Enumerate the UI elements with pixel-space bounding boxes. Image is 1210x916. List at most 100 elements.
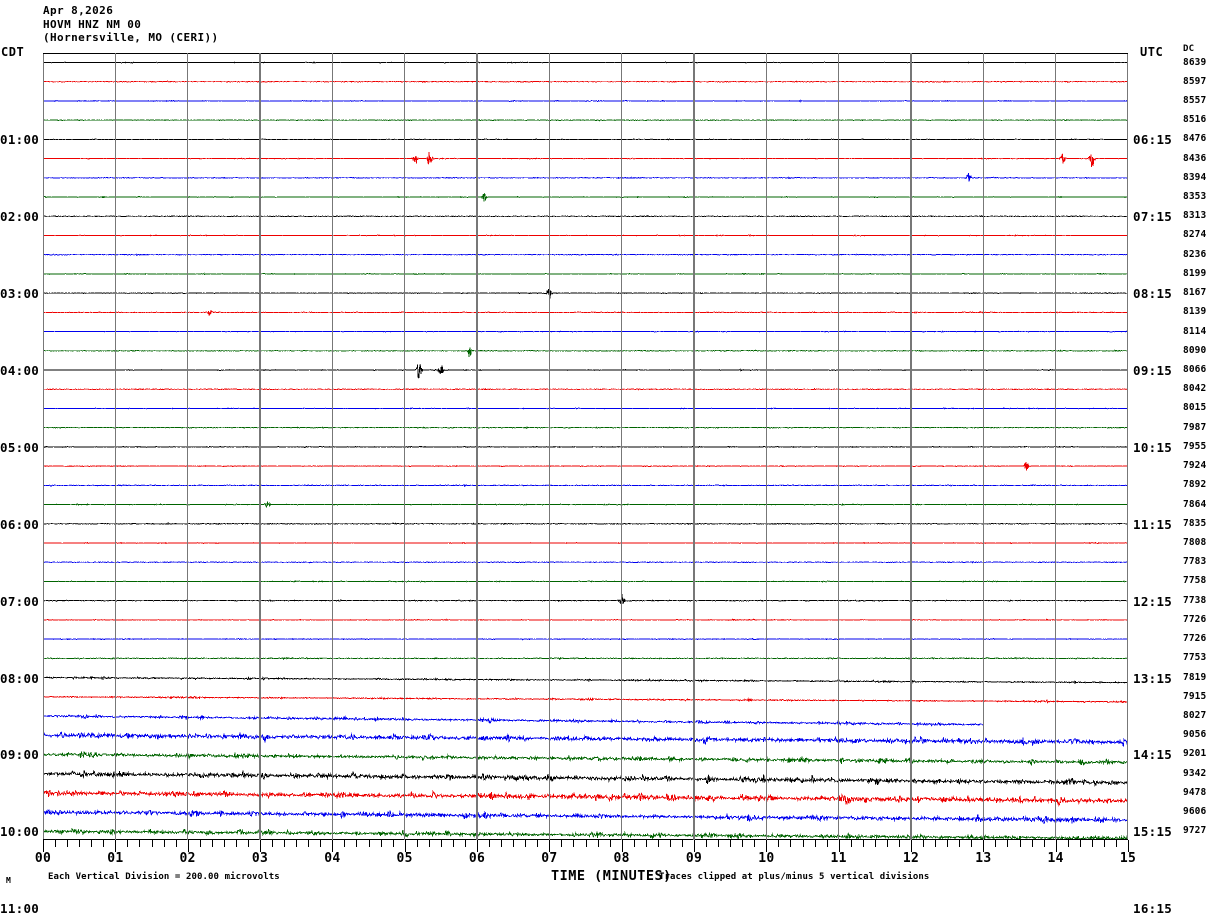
xtick-minor (356, 840, 357, 847)
xtick-minor (658, 840, 659, 847)
gridline-minute-11 (837, 53, 840, 840)
xtick-minor (875, 840, 876, 847)
cdt-time-label-0800: 08:00 (0, 670, 40, 686)
dc-value: 8274 (1183, 229, 1207, 241)
cdt-time-label-0600: 06:00 (0, 516, 40, 532)
xtick-minor (923, 840, 924, 847)
xtick-minor (224, 840, 225, 847)
dc-value: 8436 (1183, 152, 1207, 164)
xtick-minor (344, 840, 345, 847)
xtick-minor (200, 840, 201, 847)
plot-frame (43, 53, 1128, 840)
trace-0300-black (43, 289, 1128, 299)
utc-time-label-1515: 15:15 (1133, 824, 1173, 840)
trace-0545-green (43, 501, 1128, 508)
xtick-major-04 (332, 840, 333, 852)
xtick-minor (79, 840, 80, 847)
dc-value: 9342 (1183, 767, 1207, 779)
dc-value: 7758 (1183, 575, 1207, 587)
xtick-minor (369, 840, 370, 847)
x-axis-ticks (43, 840, 1129, 852)
xtick-minor (429, 840, 430, 847)
xtick-minor (236, 840, 237, 847)
trace-0200-black (43, 214, 1128, 218)
xtick-minor (176, 840, 177, 847)
dc-value: 9606 (1183, 806, 1207, 818)
xtick-minor (827, 840, 828, 847)
trace-0700-black (43, 593, 1128, 605)
xtick-minor (1080, 840, 1081, 847)
xtick-minor (489, 840, 490, 847)
trace-0430-blue (43, 407, 1128, 410)
footer-scale-note: Each Vertical Division = 200.00 microvol… (48, 872, 280, 882)
xtick-label-10: 10 (758, 851, 775, 866)
xtick-minor (863, 840, 864, 847)
dc-value: 8597 (1183, 75, 1207, 87)
cdt-time-label-1000: 10:00 (0, 824, 40, 840)
dc-value: 7864 (1183, 498, 1207, 510)
utc-time-label-1015: 10:15 (1133, 439, 1173, 455)
trace-0230-blue (43, 253, 1128, 257)
xtick-minor (513, 840, 514, 847)
gridline-minute-12 (910, 53, 912, 840)
xtick-minor (561, 840, 562, 847)
xtick-major-05 (405, 840, 406, 852)
xtick-minor (453, 840, 454, 847)
xtick-minor (248, 840, 249, 847)
cdt-time-label-0400: 04:00 (0, 363, 40, 379)
xtick-minor (935, 840, 936, 847)
footer-tick-glyph: M (6, 876, 11, 885)
trace-0500-black (43, 445, 1128, 449)
xtick-minor (441, 840, 442, 847)
x-axis-title: TIME (MINUTES) (551, 868, 672, 884)
dc-value: 8167 (1183, 287, 1207, 299)
cdt-time-label-1100: 11:00 (0, 901, 40, 916)
xtick-minor (296, 840, 297, 847)
xtick-label-09: 09 (685, 851, 703, 866)
trace-0245-green (43, 272, 1128, 276)
xtick-minor (646, 840, 647, 847)
dc-value: 7955 (1183, 440, 1207, 452)
utc-time-label-1115: 11:15 (1133, 516, 1173, 532)
xtick-minor (55, 840, 56, 847)
trace-0400-black (43, 364, 1128, 380)
trace-0000-black (43, 61, 1128, 64)
xtick-label-04: 04 (324, 851, 341, 866)
dc-value: 8476 (1183, 133, 1207, 145)
xtick-label-08: 08 (613, 851, 630, 866)
dc-value: 8639 (1183, 56, 1207, 68)
xtick-minor (586, 840, 587, 847)
dc-value: 8394 (1183, 171, 1207, 183)
gridline-minute-01 (114, 53, 117, 840)
dc-value: 7753 (1183, 652, 1207, 664)
dc-value: 7915 (1183, 690, 1207, 702)
dc-value: 8042 (1183, 383, 1207, 395)
footer-clip-note: Traces clipped at plus/minus 5 vertical … (659, 872, 930, 882)
xtick-major-11 (839, 840, 840, 852)
gridline-minute-13 (982, 53, 985, 840)
xtick-minor (573, 840, 574, 847)
trace-0115-red (43, 152, 1128, 167)
trace-0745-green (43, 656, 1128, 661)
right-timezone-label: UTC (1140, 45, 1164, 59)
trace-1145-blue (43, 809, 1128, 824)
gridline-minute-07 (548, 53, 551, 840)
dc-value: 9478 (1183, 786, 1207, 798)
cdt-time-label-0900: 09:00 (0, 747, 40, 763)
trace-0130-blue (43, 173, 1128, 182)
xtick-label-13: 13 (975, 851, 992, 866)
xtick-minor (465, 840, 466, 847)
dc-value: 8066 (1183, 364, 1207, 376)
dc-value: 7738 (1183, 594, 1207, 606)
xtick-label-05: 05 (396, 851, 413, 866)
trace-0830-blue (43, 713, 984, 727)
xtick-minor (995, 840, 996, 847)
xtick-minor (634, 840, 635, 847)
xtick-minor (103, 840, 104, 847)
xtick-minor (682, 840, 683, 847)
trace-0330-blue (43, 330, 1128, 333)
xtick-minor (1044, 840, 1045, 847)
trace-0815-red (43, 695, 1128, 704)
left-timezone-label: CDT (1, 45, 25, 59)
seismogram-plot[interactable] (43, 53, 1128, 840)
